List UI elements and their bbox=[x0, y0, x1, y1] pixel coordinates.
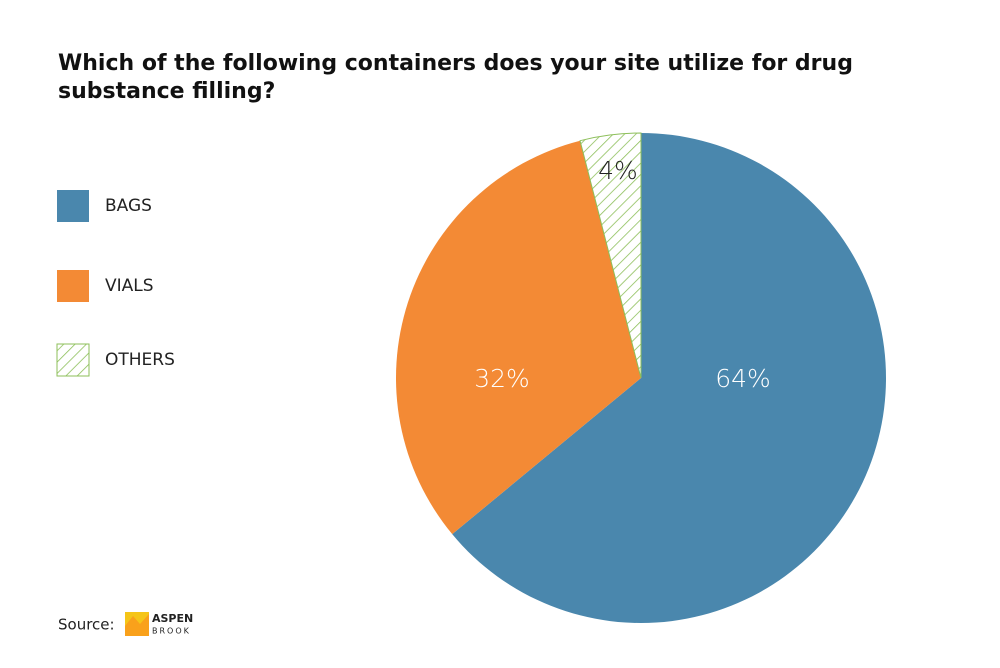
legend-swatch bbox=[57, 190, 89, 222]
legend-swatch bbox=[57, 270, 89, 302]
data-label: 64% bbox=[715, 364, 771, 393]
pie-slice bbox=[395, 140, 641, 535]
logo-icon bbox=[125, 612, 149, 636]
legend-label: OTHERS bbox=[105, 350, 175, 370]
legend-swatch bbox=[56, 343, 90, 377]
data-label: 4% bbox=[598, 156, 638, 185]
data-label: 32% bbox=[474, 364, 530, 393]
legend-label: VIALS bbox=[105, 276, 154, 296]
pie-slice bbox=[452, 133, 886, 624]
chart-title: Which of the following containers does y… bbox=[58, 51, 853, 104]
logo-mark bbox=[125, 614, 149, 636]
source-label: Source: bbox=[58, 616, 115, 634]
legend-label: BAGS bbox=[105, 196, 152, 216]
pie-slice bbox=[579, 132, 642, 379]
logo-text: ASPEN bbox=[152, 612, 193, 625]
logo-text: BROOK bbox=[152, 627, 191, 636]
